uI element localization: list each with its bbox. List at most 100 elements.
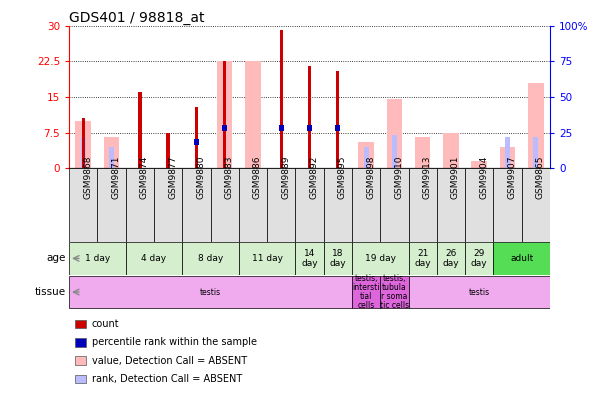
Text: testis,
intersti
tial
cells: testis, intersti tial cells: [352, 274, 380, 310]
Bar: [195, 107, 198, 168]
Text: 4 day: 4 day: [141, 254, 166, 263]
Bar: [223, 61, 227, 168]
Bar: [210, 168, 239, 242]
Text: GSM9892: GSM9892: [310, 155, 319, 199]
Bar: [239, 168, 267, 242]
Bar: [380, 168, 409, 242]
Bar: [324, 242, 352, 274]
Text: 8 day: 8 day: [198, 254, 223, 263]
Text: GSM9868: GSM9868: [84, 155, 93, 199]
Bar: [166, 133, 170, 168]
Bar: [471, 161, 487, 168]
Bar: [81, 137, 86, 168]
Bar: [364, 147, 368, 168]
Bar: [437, 168, 465, 242]
Bar: [138, 92, 141, 168]
Text: GSM9865: GSM9865: [535, 155, 545, 199]
Bar: [69, 168, 97, 242]
Text: GSM9907: GSM9907: [507, 155, 516, 199]
Bar: [336, 71, 340, 168]
Bar: [386, 99, 402, 168]
Bar: [76, 121, 91, 168]
Text: testis: testis: [200, 287, 221, 297]
Bar: [307, 125, 312, 131]
Bar: [279, 125, 284, 131]
Bar: [499, 147, 515, 168]
Text: age: age: [47, 253, 66, 263]
Text: GSM9895: GSM9895: [338, 155, 347, 199]
Bar: [392, 135, 397, 168]
Bar: [217, 61, 233, 168]
Bar: [245, 61, 261, 168]
Bar: [443, 133, 459, 168]
Text: testis,
tubula
r soma
tic cells: testis, tubula r soma tic cells: [380, 274, 409, 310]
Bar: [295, 242, 324, 274]
Text: GSM9913: GSM9913: [423, 155, 432, 199]
Text: adult: adult: [510, 254, 533, 263]
Bar: [324, 168, 352, 242]
Text: GSM9886: GSM9886: [253, 155, 262, 199]
Text: count: count: [92, 319, 120, 329]
Text: 19 day: 19 day: [365, 254, 395, 263]
Bar: [82, 118, 85, 168]
Text: 29
day: 29 day: [471, 249, 487, 268]
Bar: [295, 168, 324, 242]
Text: GSM9880: GSM9880: [197, 155, 206, 199]
Bar: [182, 242, 239, 274]
Text: GSM9871: GSM9871: [112, 155, 121, 199]
Text: 11 day: 11 day: [252, 254, 282, 263]
Text: rank, Detection Call = ABSENT: rank, Detection Call = ABSENT: [92, 374, 242, 384]
Bar: [352, 276, 380, 308]
Bar: [380, 276, 409, 308]
Bar: [358, 142, 374, 168]
Text: 1 day: 1 day: [85, 254, 110, 263]
Bar: [97, 168, 126, 242]
Bar: [505, 137, 510, 168]
Bar: [222, 125, 227, 131]
Bar: [522, 168, 550, 242]
Text: percentile rank within the sample: percentile rank within the sample: [92, 337, 257, 347]
Text: GSM9889: GSM9889: [281, 155, 290, 199]
Bar: [267, 168, 295, 242]
Bar: [409, 276, 550, 308]
Bar: [279, 30, 283, 168]
Text: GSM9898: GSM9898: [366, 155, 375, 199]
Text: GSM9883: GSM9883: [225, 155, 234, 199]
Bar: [493, 168, 522, 242]
Text: GSM9874: GSM9874: [140, 155, 149, 199]
Text: GDS401 / 98818_at: GDS401 / 98818_at: [69, 11, 204, 25]
Text: 14
day: 14 day: [301, 249, 318, 268]
Bar: [104, 137, 120, 168]
Text: 21
day: 21 day: [414, 249, 431, 268]
Bar: [409, 242, 437, 274]
Bar: [528, 83, 543, 168]
Text: GSM9877: GSM9877: [168, 155, 177, 199]
Bar: [126, 168, 154, 242]
Text: GSM9901: GSM9901: [451, 155, 460, 199]
Text: value, Detection Call = ABSENT: value, Detection Call = ABSENT: [92, 356, 247, 366]
Text: GSM9910: GSM9910: [394, 155, 403, 199]
Bar: [415, 137, 430, 168]
Text: tissue: tissue: [35, 287, 66, 297]
Bar: [69, 242, 126, 274]
Bar: [69, 276, 352, 308]
Bar: [239, 242, 295, 274]
Bar: [465, 168, 493, 242]
Bar: [352, 168, 380, 242]
Bar: [308, 66, 311, 168]
Bar: [352, 242, 409, 274]
Bar: [409, 168, 437, 242]
Text: testis: testis: [469, 287, 490, 297]
Bar: [109, 147, 114, 168]
Bar: [154, 168, 182, 242]
Bar: [493, 242, 550, 274]
Text: 18
day: 18 day: [329, 249, 346, 268]
Bar: [533, 137, 538, 168]
Text: 26
day: 26 day: [442, 249, 459, 268]
Bar: [182, 168, 210, 242]
Text: GSM9904: GSM9904: [479, 155, 488, 199]
Bar: [126, 242, 182, 274]
Bar: [335, 125, 340, 131]
Bar: [194, 139, 199, 145]
Bar: [465, 242, 493, 274]
